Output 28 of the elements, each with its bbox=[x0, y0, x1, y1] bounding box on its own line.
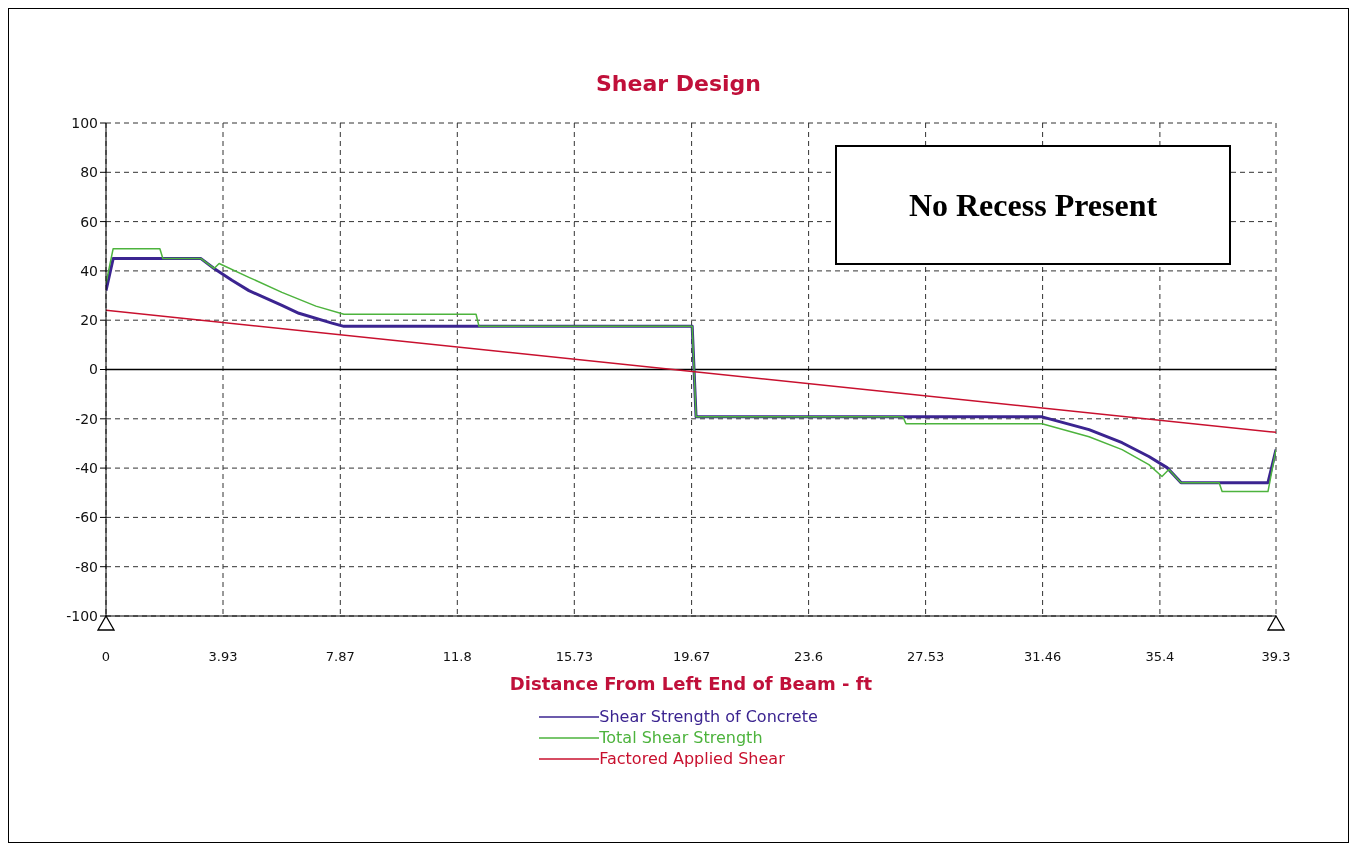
x-tick-label: 35.4 bbox=[1145, 649, 1175, 665]
x-tick-label: 15.73 bbox=[555, 649, 593, 665]
y-tick-label: 40 bbox=[80, 262, 98, 279]
y-tick-label: 60 bbox=[80, 213, 98, 230]
y-tick-label: -80 bbox=[75, 558, 98, 575]
y-tick-label: 100 bbox=[71, 114, 98, 131]
y-tick-label: 80 bbox=[80, 164, 98, 181]
chart-title: Shear Design bbox=[595, 71, 762, 96]
x-tick-label: 19.67 bbox=[672, 649, 711, 665]
x-tick-label: 31.46 bbox=[1023, 649, 1062, 665]
y-tick-label: -100 bbox=[66, 607, 98, 624]
text-box: No Recess Present bbox=[835, 145, 1231, 265]
y-tick-label: 20 bbox=[80, 312, 98, 329]
x-tick-label: 11.8 bbox=[442, 649, 472, 665]
x-tick-label: 7.87 bbox=[325, 649, 355, 665]
y-tick-label: -40 bbox=[75, 460, 98, 477]
y-tick-label: -20 bbox=[75, 410, 98, 427]
x-tick-label: 23.6 bbox=[794, 649, 824, 665]
x-tick-label: 39.3 bbox=[1261, 649, 1291, 665]
x-tick-label: 3.93 bbox=[208, 649, 238, 665]
legend-label: Shear Strength of Concrete bbox=[599, 707, 818, 726]
legend-label: Factored Applied Shear bbox=[599, 749, 785, 768]
legend-label: Total Shear Strength bbox=[599, 728, 763, 747]
x-tick-label: 0 bbox=[101, 649, 111, 665]
y-tick-label: -60 bbox=[75, 509, 98, 526]
y-tick-label: 0 bbox=[89, 361, 98, 378]
x-axis-title: Distance From Left End of Beam - ft bbox=[509, 673, 873, 694]
x-tick-label: 27.53 bbox=[906, 649, 945, 665]
